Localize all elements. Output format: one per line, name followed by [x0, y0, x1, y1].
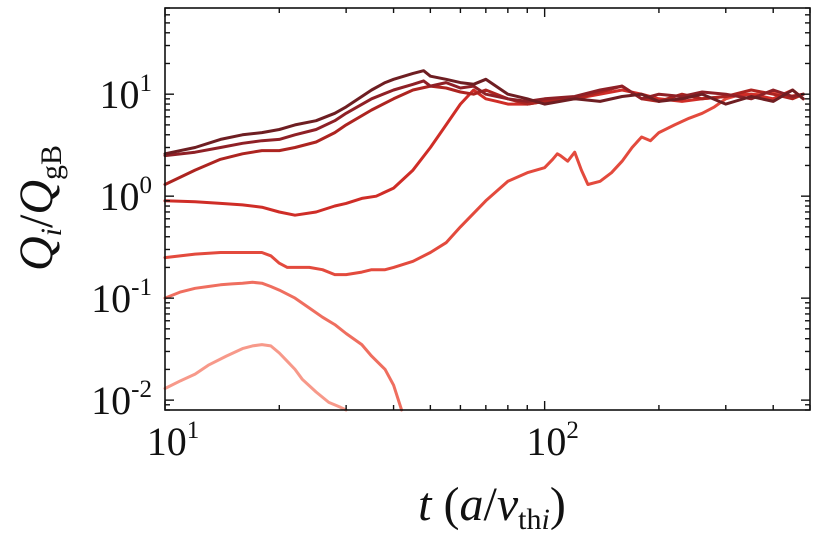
- plot-frame: [164, 7, 811, 411]
- series-line-6: [163, 79, 805, 158]
- x-tick-label: 101: [147, 417, 200, 464]
- y-tick-label: 100: [100, 172, 153, 219]
- series-line-3: [163, 90, 805, 277]
- x-axis-label: t (a/vthi): [418, 478, 566, 536]
- series-line-5: [163, 84, 805, 186]
- y-tick-label: 10-2: [91, 376, 152, 423]
- ticks-layer: 101 102 10-2 10-1 100 101: [91, 7, 811, 464]
- axes-layer: [164, 7, 811, 411]
- y-axis-label: Qi/QgB: [10, 145, 68, 271]
- y-tick-label: 101: [100, 70, 153, 117]
- series-line-1: [163, 343, 348, 412]
- series-layer: [163, 69, 805, 412]
- series-line-2: [163, 280, 404, 412]
- y-tick-label: 10-1: [91, 274, 152, 321]
- series-line-7: [163, 69, 805, 156]
- x-tick-label: 102: [526, 417, 579, 464]
- series-line-4: [163, 88, 805, 217]
